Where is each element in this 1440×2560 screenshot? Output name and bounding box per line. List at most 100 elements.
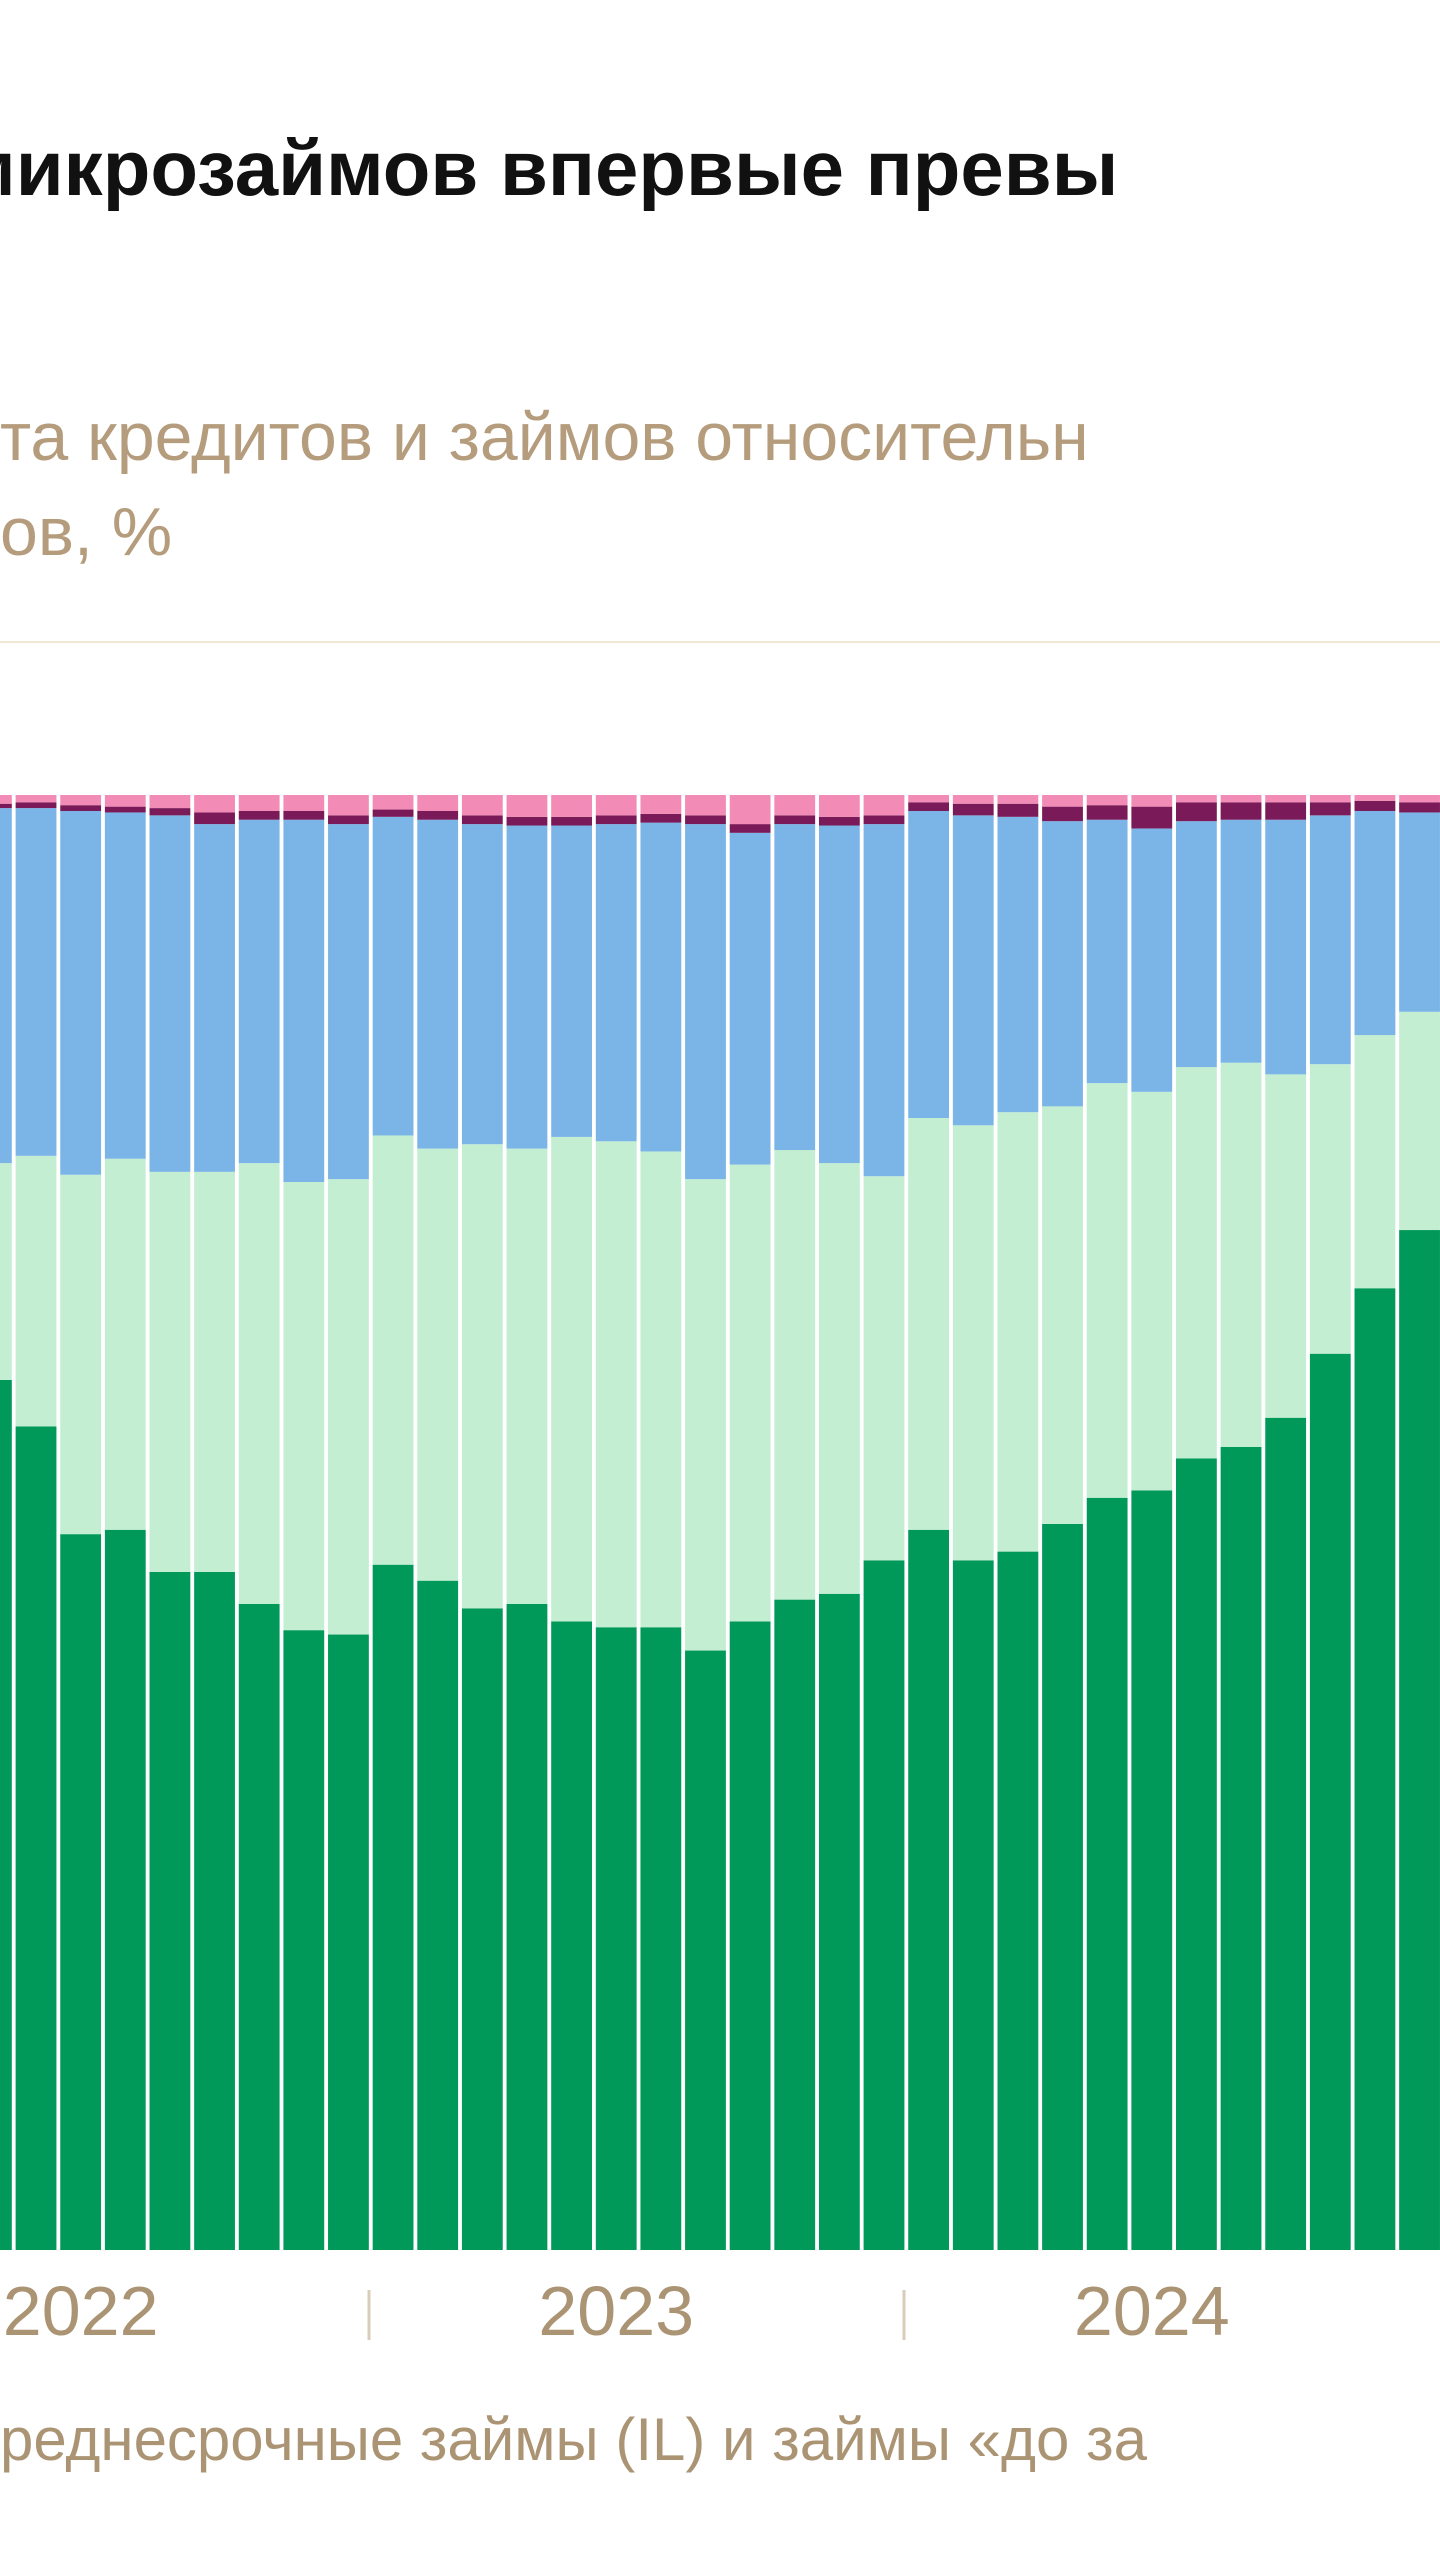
bar-segment (60, 805, 102, 812)
bar-segment (640, 822, 682, 1152)
bar-segment (952, 815, 994, 1126)
bar-segment (551, 825, 592, 1137)
bar-segment (328, 795, 369, 816)
bar-segment (595, 824, 637, 1142)
bar-segment (908, 1529, 950, 2250)
bar-segment (1220, 1062, 1262, 1447)
bar-segment (104, 795, 146, 807)
bar-segment (60, 795, 102, 806)
bar-segment (194, 1571, 235, 2250)
bar-segment (908, 811, 950, 1119)
bar-segment (1309, 795, 1351, 803)
bar-segment (863, 824, 905, 1177)
subtitle: та кредитов и займов относительн (0, 399, 1089, 475)
bar-segment (372, 1564, 414, 2250)
bar-segment (1086, 1083, 1128, 1498)
bar-segment (685, 815, 726, 825)
bar-segment (1265, 802, 1307, 820)
bar-segment (149, 1571, 191, 2250)
bar-segment (640, 1627, 682, 2250)
bar-segment (506, 795, 548, 817)
bar-segment (328, 1179, 369, 1635)
bar-segment (863, 795, 905, 816)
bar-segment (15, 808, 57, 1156)
bar-segment (1354, 1288, 1396, 2250)
bar-segment (1220, 1446, 1262, 2250)
bar-segment (1309, 1353, 1351, 2250)
bar-segment (372, 795, 414, 810)
bar-segment (372, 1135, 414, 1565)
bar-segment (1086, 795, 1128, 806)
bar-segment (194, 824, 235, 1172)
bar-segment (952, 1560, 994, 2250)
bar-segment (1399, 1230, 1440, 2250)
bar-segment (328, 815, 369, 825)
bar-segment (818, 1163, 860, 1594)
bar-segment (952, 795, 994, 804)
bar-segment (729, 1621, 771, 2250)
bar-segment (1265, 1074, 1307, 1418)
bar-segment (1399, 812, 1440, 1012)
bar-segment (283, 795, 325, 812)
bar-segment (1176, 795, 1217, 803)
bar-segment (1042, 1106, 1083, 1524)
bar-segment (1131, 1091, 1173, 1491)
bar-segment (15, 795, 57, 803)
bar-segment (238, 1163, 280, 1604)
bar-segment (1042, 806, 1083, 822)
bar-segment (997, 816, 1039, 1113)
bar-segment (104, 806, 146, 813)
bar-segment (729, 1164, 771, 1622)
bar-segment (149, 815, 191, 1172)
bar-segment (238, 1603, 280, 2250)
bar-segment (1309, 815, 1351, 1065)
bar-segment (1265, 1417, 1307, 2250)
bar-segment (417, 795, 459, 812)
bar-segment (997, 803, 1039, 817)
bar-segment (685, 824, 726, 1180)
bar-segment (417, 1148, 459, 1581)
bar-segment (149, 795, 191, 809)
bar-segment (1042, 821, 1083, 1107)
bar-segment (0, 803, 12, 809)
bar-segment (729, 824, 771, 833)
bar-segment (997, 795, 1039, 804)
bar-segment (952, 803, 994, 816)
bar-segment (194, 795, 235, 813)
bar-segment (238, 811, 280, 820)
bar-segment (283, 819, 325, 1183)
bar-segment (0, 795, 12, 804)
bar-segment (908, 1118, 950, 1530)
bar-segment (551, 795, 592, 817)
bar-segment (283, 811, 325, 820)
bar-segment (640, 813, 682, 823)
x-tick-label: 2024 (1074, 2272, 1230, 2350)
bar-segment (595, 1141, 637, 1628)
bar-segment (774, 1599, 816, 2250)
bar-segment (551, 816, 592, 826)
bar-segment (818, 1593, 860, 2250)
bar-segment (461, 815, 503, 825)
bar-segment (551, 1136, 592, 1622)
bar-segment (1131, 828, 1173, 1092)
bar-segment (1265, 795, 1307, 803)
bar-segment (461, 824, 503, 1145)
bar-segment (908, 795, 950, 803)
plot (0, 795, 1440, 2250)
bar-segment (1220, 795, 1262, 803)
bar-segment (1354, 811, 1396, 1036)
bar-segment (595, 795, 637, 816)
bar-segment (417, 811, 459, 820)
bar-segment (729, 832, 771, 1165)
bar-segment (863, 815, 905, 825)
bar-segment (0, 1163, 12, 1380)
bar-segment (60, 811, 102, 1175)
bar-segment (1399, 1011, 1440, 1231)
bar-segment (595, 1627, 637, 2250)
bar-segment (104, 1529, 146, 2250)
bar-segment (283, 1182, 325, 1631)
subtitle: ов, % (0, 494, 172, 570)
bar-segment (1176, 821, 1217, 1068)
x-tick-label: 2022 (3, 2272, 159, 2350)
bar-segment (60, 1174, 102, 1535)
